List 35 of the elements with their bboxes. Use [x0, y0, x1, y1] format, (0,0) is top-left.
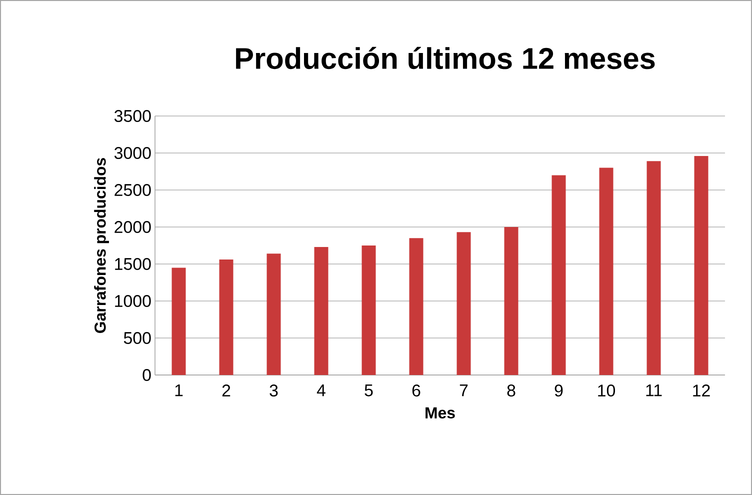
bar — [314, 246, 328, 375]
bar — [362, 246, 376, 375]
bar — [266, 254, 281, 375]
bar — [599, 168, 614, 375]
y-axis-title: Garrafones producidos — [94, 158, 109, 333]
x-tick-label: 5 — [364, 384, 373, 396]
x-tick-label: 6 — [412, 384, 420, 397]
x-tick-label: 2 — [222, 384, 230, 396]
x-tick-label: 10 — [598, 384, 616, 397]
bar — [504, 227, 518, 375]
y-tick-label: 0 — [142, 369, 151, 381]
bar — [456, 232, 471, 375]
y-tick-label: 1000 — [115, 295, 151, 307]
x-tick-label: 3 — [270, 384, 278, 397]
bar — [219, 260, 234, 375]
x-axis-title: Mes — [426, 407, 455, 418]
y-tick-label: 500 — [124, 332, 151, 344]
y-tick-label: 2000 — [114, 221, 151, 233]
x-tick-label: 9 — [554, 384, 563, 397]
x-tick-label: 12 — [693, 384, 710, 396]
y-tick-label: 1500 — [115, 258, 151, 270]
y-tick-label: 2500 — [114, 184, 151, 196]
y-tick-label: 3000 — [114, 147, 151, 159]
x-tick-label: 1 — [175, 384, 183, 396]
bar — [694, 156, 708, 375]
bar — [172, 268, 186, 375]
bar — [409, 238, 424, 375]
x-tick-label: 8 — [507, 384, 516, 397]
bar — [646, 161, 661, 375]
y-tick-label: 3500 — [114, 110, 151, 122]
bar — [552, 175, 566, 375]
x-tick-label: 11 — [646, 384, 662, 396]
x-tick-label: 7 — [460, 384, 468, 396]
x-tick-label: 4 — [316, 384, 326, 396]
chart-title: Producción últimos 12 meses — [236, 46, 655, 70]
